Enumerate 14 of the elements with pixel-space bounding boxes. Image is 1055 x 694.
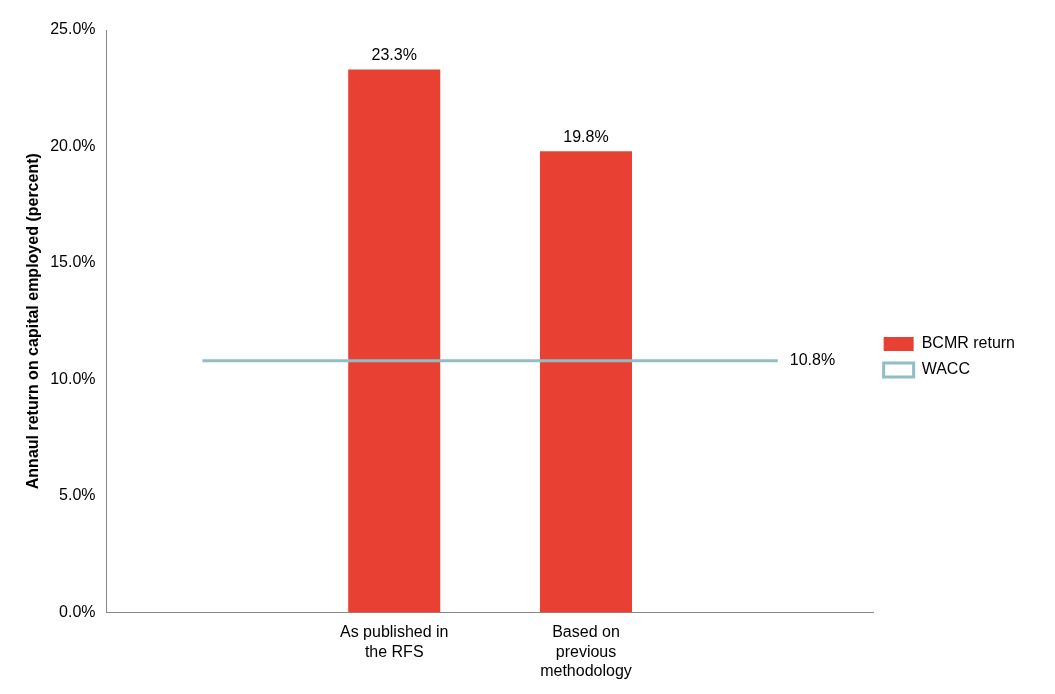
legend-label: WACC (921, 360, 970, 378)
y-tick-label: 5.0% (59, 486, 96, 504)
y-tick-label: 15.0% (50, 253, 96, 271)
y-tick-label: 10.0% (50, 369, 96, 387)
y-tick-label: 0.0% (59, 602, 96, 620)
data-label: 10.8% (789, 351, 836, 369)
y-axis-title: Annaul return on capital employed (percent) (24, 153, 42, 490)
data-label: 19.8% (563, 127, 609, 145)
x-tick-label: Based on previous methodology (540, 623, 632, 679)
y-tick-label: 25.0% (50, 20, 96, 38)
y-tick-label: 20.0% (50, 136, 96, 154)
x-tick-label: As published in the RFS (339, 623, 449, 660)
legend-label: BCMR return (921, 334, 1016, 352)
data-label: 23.3% (371, 46, 417, 64)
